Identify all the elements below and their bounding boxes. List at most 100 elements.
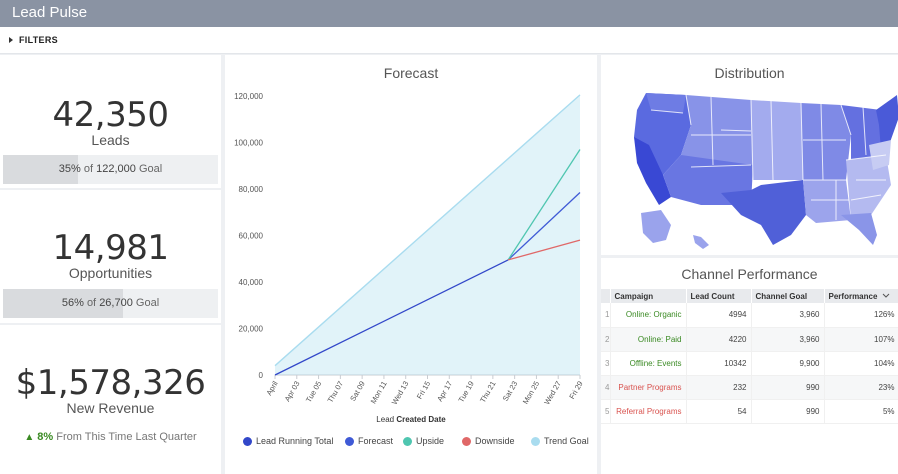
legend-item[interactable]: Downside <box>462 436 515 446</box>
x-tick-label: Tue 19 <box>456 380 475 404</box>
column-header-index <box>601 289 611 303</box>
opportunities-goal-pct: 56% <box>61 297 84 309</box>
map-northeast <box>876 95 898 150</box>
channel-title: Channel Performance <box>681 266 818 282</box>
opportunities-goal-text: 56% of 26,700 Goal <box>3 297 218 309</box>
leads-value: 42,350 <box>52 95 169 135</box>
legend-item[interactable]: Lead Running Total <box>243 436 333 446</box>
trend-goal-line <box>274 94 581 367</box>
y-tick-label: 40,000 <box>239 278 264 287</box>
forecast-xlabel-bold: Created Date <box>396 415 446 424</box>
filters-toggle[interactable]: FILTERS <box>0 27 898 54</box>
leads-goal-text: 35% of 122,000 Goal <box>3 163 218 175</box>
table-row[interactable]: 5 Referral Programs 54 990 5% <box>601 399 898 424</box>
row-lead-count: 4220 <box>686 327 752 352</box>
row-performance: 104% <box>824 351 898 376</box>
row-lead-count: 4994 <box>686 303 752 328</box>
revenue-trend-pct: 8% <box>37 431 54 443</box>
row-campaign: Referral Programs <box>610 399 687 424</box>
row-campaign: Offline: Events <box>610 351 687 376</box>
legend-dot-icon <box>345 436 354 446</box>
map-mountain <box>681 95 753 167</box>
x-tick-label: Mon 11 <box>369 380 389 406</box>
x-tick-label: Mon 25 <box>521 380 541 406</box>
forecast-legend: Lead Running Total Forecast Upside Downside… <box>225 436 597 450</box>
forecast-chart[interactable]: 0 20,000 40,000 60,000 80,000 100,000 120,000 A… <box>225 55 597 474</box>
row-lead-count: 232 <box>686 375 752 400</box>
row-index: 2 <box>601 327 611 352</box>
caret-right-icon <box>9 37 13 43</box>
y-tick-label: 100,000 <box>234 139 263 148</box>
leads-goal-word: Goal <box>138 163 163 175</box>
kpi-opportunities-card: 14,981 Opportunities 56% of 26,700 Goal <box>0 190 221 323</box>
legend-label: Downside <box>475 436 515 446</box>
legend-label: Forecast <box>358 436 394 446</box>
x-tick-label: April <box>264 379 279 397</box>
legend-dot-icon <box>462 436 471 446</box>
leads-goal-of: of <box>83 163 94 175</box>
us-choropleth-map[interactable] <box>601 55 898 255</box>
distribution-title: Distribution <box>714 65 785 81</box>
opportunities-goal-word: Goal <box>135 297 160 309</box>
row-performance: 5% <box>824 399 898 424</box>
legend-dot-icon <box>531 436 540 446</box>
legend-dot-icon <box>403 436 412 446</box>
revenue-value: $1,578,326 <box>15 363 206 403</box>
channel-performance-table: Campaign Lead Count Channel Goal Perform… <box>601 289 898 424</box>
row-performance: 126% <box>824 303 898 328</box>
map-california <box>634 137 671 205</box>
row-channel-goal: 990 <box>751 375 825 400</box>
column-header-performance[interactable]: Performance <box>824 289 898 303</box>
table-row[interactable]: 2 Online: Paid 4220 3,960 107% <box>601 327 898 352</box>
row-campaign: Online: Paid <box>610 327 687 352</box>
y-tick-label: 120,000 <box>234 92 263 101</box>
y-tick-label: 60,000 <box>239 232 264 241</box>
row-performance: 107% <box>824 327 898 352</box>
opportunities-value: 14,981 <box>52 228 169 268</box>
filters-label: FILTERS <box>19 35 58 45</box>
x-tick-label: Wed 13 <box>390 380 411 407</box>
legend-item[interactable]: Forecast <box>345 436 393 446</box>
app-header: Lead Pulse <box>0 0 898 27</box>
trend-up-icon: ▲ <box>24 432 35 443</box>
table-row[interactable]: 1 Online: Organic 4994 3,960 126% <box>601 303 898 328</box>
row-index: 1 <box>601 303 611 328</box>
opportunities-goal-fill <box>3 289 124 318</box>
column-header-channel-goal[interactable]: Channel Goal <box>751 289 825 303</box>
revenue-trend-text: From This Time Last Quarter <box>56 431 197 443</box>
row-campaign: Partner Programs <box>610 375 687 400</box>
row-campaign: Online: Organic <box>610 303 687 328</box>
opportunities-goal-value: 26,700 <box>99 297 133 309</box>
x-tick-label: Fri 29 <box>567 380 584 401</box>
revenue-label: New Revenue <box>66 400 155 416</box>
x-tick-label: Thu 07 <box>326 380 345 405</box>
legend-item[interactable]: Trend Goal <box>531 436 589 446</box>
map-alaska <box>641 210 671 243</box>
x-tick-label: Apr 03 <box>283 380 302 404</box>
lead-running-total-line <box>274 259 509 376</box>
map-northwest <box>646 93 686 113</box>
table-row[interactable]: 4 Partner Programs 232 990 23% <box>601 375 898 400</box>
leads-label: Leads <box>91 132 130 148</box>
x-tick-label: Tue 05 <box>304 380 323 404</box>
y-tick-label: 0 <box>259 371 264 380</box>
leads-goal-value: 122,000 <box>96 163 136 175</box>
map-southeast <box>846 155 891 220</box>
performance-header-label: Performance <box>828 291 878 301</box>
y-tick-label: 20,000 <box>239 325 264 334</box>
column-header-lead-count[interactable]: Lead Count <box>686 289 752 303</box>
legend-label: Trend Goal <box>544 436 589 446</box>
map-south <box>803 180 851 223</box>
column-header-campaign[interactable]: Campaign <box>610 289 687 303</box>
channel-performance-card: Channel Performance Campaign Lead Count … <box>601 258 898 474</box>
map-midwest <box>801 103 851 180</box>
table-row[interactable]: 3 Offline: Events 10342 9,900 104% <box>601 351 898 376</box>
x-tick-label: Sat 09 <box>348 380 367 403</box>
row-index: 4 <box>601 375 611 400</box>
legend-item[interactable]: Upside <box>403 436 444 446</box>
trend-goal-area <box>275 94 580 376</box>
row-index: 3 <box>601 351 611 376</box>
legend-label: Upside <box>416 436 445 446</box>
row-channel-goal: 9,900 <box>751 351 825 376</box>
opportunities-label: Opportunities <box>68 265 153 281</box>
